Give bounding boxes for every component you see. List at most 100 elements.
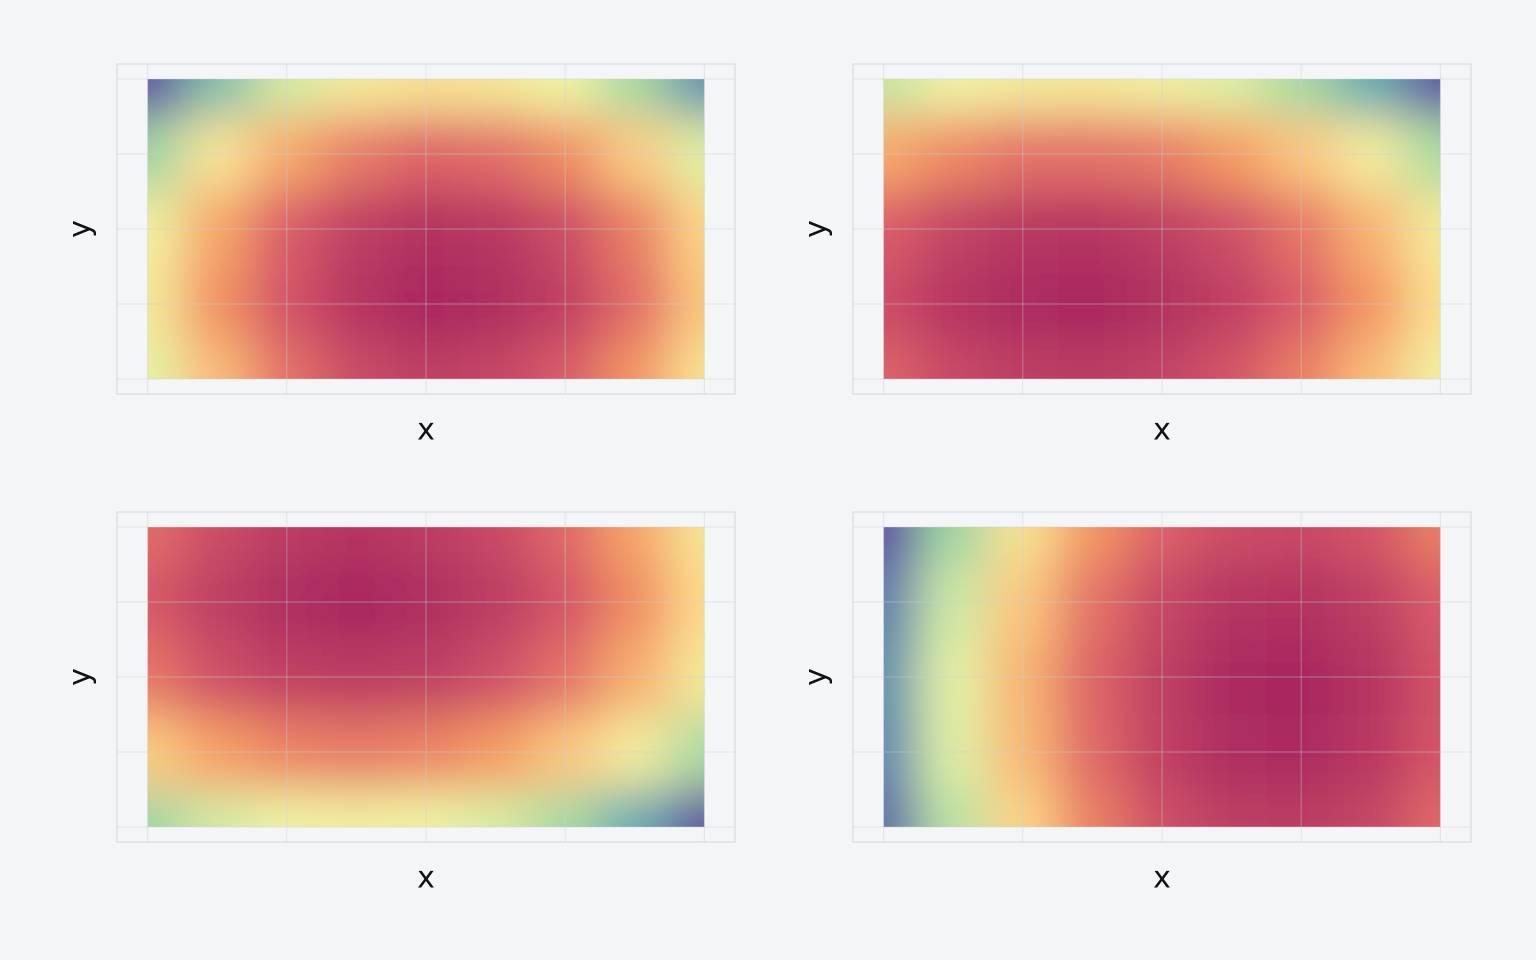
heatmap-cell — [530, 789, 601, 827]
heatmap-cell — [1335, 527, 1407, 565]
heatmap-cell — [1196, 116, 1267, 192]
heatmap-cell — [1057, 191, 1128, 267]
heatmap-cell — [530, 341, 601, 379]
heatmap-cell — [460, 341, 531, 379]
heatmap-cell — [321, 564, 392, 640]
heatmap-cell — [988, 341, 1059, 379]
heatmap-cell — [391, 564, 462, 640]
heatmap-cell — [883, 116, 919, 192]
heatmap-cell — [252, 191, 323, 267]
heatmap-cell — [321, 116, 392, 192]
heatmap-cell — [252, 789, 323, 827]
y-axis-label: y — [63, 220, 98, 238]
heatmap-cell — [460, 639, 531, 715]
heatmap-cell — [988, 789, 1059, 827]
heatmap-cell — [1127, 639, 1198, 715]
heatmap-cell — [1127, 341, 1198, 379]
heatmap-cell — [391, 191, 462, 267]
heatmap-cell — [669, 789, 705, 827]
heatmap-cell — [147, 714, 183, 790]
heatmap-cell — [918, 527, 989, 565]
heatmap-cell — [1196, 79, 1267, 117]
heatmap-cell — [391, 527, 462, 565]
heatmap-cell — [1196, 714, 1267, 790]
heatmap-cell — [669, 639, 705, 715]
heatmap-cell — [391, 639, 462, 715]
heatmap-cell — [1335, 266, 1407, 342]
heatmap-cell — [1196, 191, 1267, 267]
x-axis-label: x — [417, 861, 435, 896]
heatmap-cell — [669, 116, 705, 192]
heatmap-cell — [918, 564, 989, 640]
heatmap — [883, 527, 1441, 827]
heatmap-cell — [1057, 564, 1128, 640]
heatmap-cell — [1127, 714, 1198, 790]
heatmap-cell — [669, 79, 705, 117]
heatmap-cell — [988, 79, 1059, 117]
heatmap-cell — [1057, 266, 1128, 342]
heatmap-cells — [883, 79, 1441, 379]
panel-frame — [852, 63, 1472, 395]
heatmap — [883, 79, 1441, 379]
heatmap-cell — [1127, 789, 1198, 827]
heatmap-cell — [988, 191, 1059, 267]
heatmap-cell — [1196, 639, 1267, 715]
heatmap-cell — [1057, 714, 1128, 790]
heatmap-cell — [988, 564, 1059, 640]
heatmap-cell — [1196, 341, 1267, 379]
heatmap-cell — [530, 714, 601, 790]
heatmap-cell — [883, 714, 919, 790]
heatmap-cell — [599, 266, 671, 342]
heatmap-cell — [391, 341, 462, 379]
heatmap-cell — [460, 266, 531, 342]
heatmap-cell — [1266, 341, 1337, 379]
heatmap-cell — [1405, 714, 1441, 790]
heatmap-cell — [1405, 789, 1441, 827]
heatmap-cell — [1405, 527, 1441, 565]
heatmap-cell — [1057, 79, 1128, 117]
heatmap-cell — [391, 79, 462, 117]
heatmap-cell — [182, 341, 253, 379]
heatmap-cell — [321, 341, 392, 379]
heatmap-cell — [391, 789, 462, 827]
heatmap-cell — [147, 789, 183, 827]
heatmap-cell — [182, 527, 253, 565]
heatmap-cell — [669, 341, 705, 379]
heatmap-cell — [1335, 564, 1407, 640]
heatmap-cell — [1127, 191, 1198, 267]
heatmap-cell — [147, 527, 183, 565]
heatmap-cell — [1127, 266, 1198, 342]
heatmap-cell — [883, 79, 919, 117]
heatmap-cell — [599, 714, 671, 790]
y-axis-label: y — [799, 668, 834, 686]
heatmap-cell — [321, 639, 392, 715]
heatmap — [147, 527, 705, 827]
heatmap-cell — [988, 714, 1059, 790]
heatmap-cell — [1335, 191, 1407, 267]
heatmap-cell — [988, 116, 1059, 192]
heatmap-cell — [918, 639, 989, 715]
heatmap-cell — [182, 79, 253, 117]
heatmap-cell — [182, 789, 253, 827]
heatmap-cell — [460, 527, 531, 565]
heatmap-cell — [1266, 639, 1337, 715]
heatmap-cell — [1266, 266, 1337, 342]
heatmap-cell — [1196, 527, 1267, 565]
heatmap-cell — [1405, 79, 1441, 117]
heatmap-cell — [918, 266, 989, 342]
heatmap-cell — [147, 191, 183, 267]
heatmap-cell — [460, 714, 531, 790]
heatmap-cell — [530, 639, 601, 715]
heatmap-cell — [883, 191, 919, 267]
heatmap-cell — [252, 527, 323, 565]
heatmap-cell — [1057, 116, 1128, 192]
heatmap-cell — [252, 266, 323, 342]
heatmap-cell — [530, 527, 601, 565]
heatmap-cell — [1057, 789, 1128, 827]
heatmap-cell — [530, 116, 601, 192]
heatmap-cell — [252, 639, 323, 715]
heatmap-cells — [147, 79, 705, 379]
heatmap-cell — [1405, 266, 1441, 342]
heatmap-cell — [1127, 527, 1198, 565]
heatmap-cell — [147, 79, 183, 117]
